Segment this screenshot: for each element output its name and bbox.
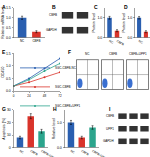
svg-text:CBFB: CBFB: [116, 39, 125, 46]
svg-text:24: 24: [27, 94, 31, 98]
svg-text:F: F: [68, 49, 71, 55]
svg-text:Protein level: Protein level: [92, 13, 96, 32]
svg-text:CBFB: CBFB: [106, 114, 114, 118]
svg-text:CBFB+UPP1: CBFB+UPP1: [91, 149, 109, 157]
svg-text:1.0: 1.0: [127, 16, 132, 20]
svg-text:0.0: 0.0: [127, 36, 132, 40]
svg-text:SGC-CBFB-NC: SGC-CBFB-NC: [55, 66, 77, 70]
svg-text:GAPDH: GAPDH: [103, 139, 114, 143]
svg-text:0: 0: [13, 94, 15, 98]
svg-text:A: A: [2, 4, 6, 10]
svg-text:E: E: [2, 49, 6, 55]
svg-text:48: 48: [43, 94, 47, 98]
svg-text:SGC-CBFB+UPP1: SGC-CBFB+UPP1: [55, 104, 80, 108]
svg-text:1.0: 1.0: [6, 16, 11, 20]
svg-text:B: B: [52, 4, 56, 10]
svg-text:0.5: 0.5: [6, 77, 11, 81]
svg-text:C: C: [94, 4, 98, 10]
svg-text:0.0: 0.0: [6, 36, 11, 40]
svg-text:H: H: [53, 106, 57, 112]
svg-text:1.0: 1.0: [97, 16, 102, 20]
svg-text:D: D: [124, 4, 128, 10]
svg-text:GAPDH: GAPDH: [46, 28, 57, 32]
svg-text:SGC-CBFB: SGC-CBFB: [55, 85, 71, 89]
svg-text:CBFB+UPP1: CBFB+UPP1: [40, 149, 58, 157]
svg-text:NC: NC: [138, 39, 144, 45]
svg-text:0: 0: [9, 146, 11, 150]
svg-text:NC: NC: [108, 39, 114, 45]
svg-text:0.0: 0.0: [97, 36, 102, 40]
svg-text:1.5: 1.5: [6, 6, 11, 10]
svg-text:0.5: 0.5: [6, 26, 11, 30]
svg-text:I: I: [109, 106, 111, 112]
svg-text:20: 20: [7, 121, 11, 125]
svg-text:NC: NC: [85, 52, 90, 56]
svg-text:Relative mRNA level: Relative mRNA level: [1, 7, 5, 39]
svg-text:Protein level: Protein level: [122, 13, 126, 32]
svg-text:0.0: 0.0: [57, 146, 62, 150]
svg-text:CBFB: CBFB: [32, 39, 40, 43]
svg-text:NC: NC: [19, 149, 25, 155]
svg-text:OD450: OD450: [1, 67, 5, 78]
svg-text:72: 72: [58, 94, 62, 98]
svg-text:30: 30: [7, 108, 11, 112]
svg-text:1.5: 1.5: [6, 52, 11, 56]
svg-text:UPP1: UPP1: [106, 127, 114, 131]
svg-text:1.0: 1.0: [6, 64, 11, 68]
svg-text:NC: NC: [70, 149, 76, 155]
svg-text:CBFB: CBFB: [109, 52, 117, 56]
svg-text:CBFB: CBFB: [30, 149, 39, 156]
svg-text:Apoptosis (%): Apoptosis (%): [2, 118, 6, 140]
svg-text:10: 10: [7, 133, 11, 137]
svg-text:1.0: 1.0: [57, 121, 62, 125]
svg-text:NC: NC: [20, 39, 25, 43]
svg-text:CBFB+UPP1: CBFB+UPP1: [129, 52, 147, 56]
svg-text:Relative level: Relative level: [52, 118, 56, 139]
svg-text:G: G: [2, 106, 6, 112]
svg-text:CBFB: CBFB: [81, 149, 90, 156]
svg-text:0.0: 0.0: [6, 89, 11, 93]
svg-text:CBFB: CBFB: [49, 13, 57, 17]
